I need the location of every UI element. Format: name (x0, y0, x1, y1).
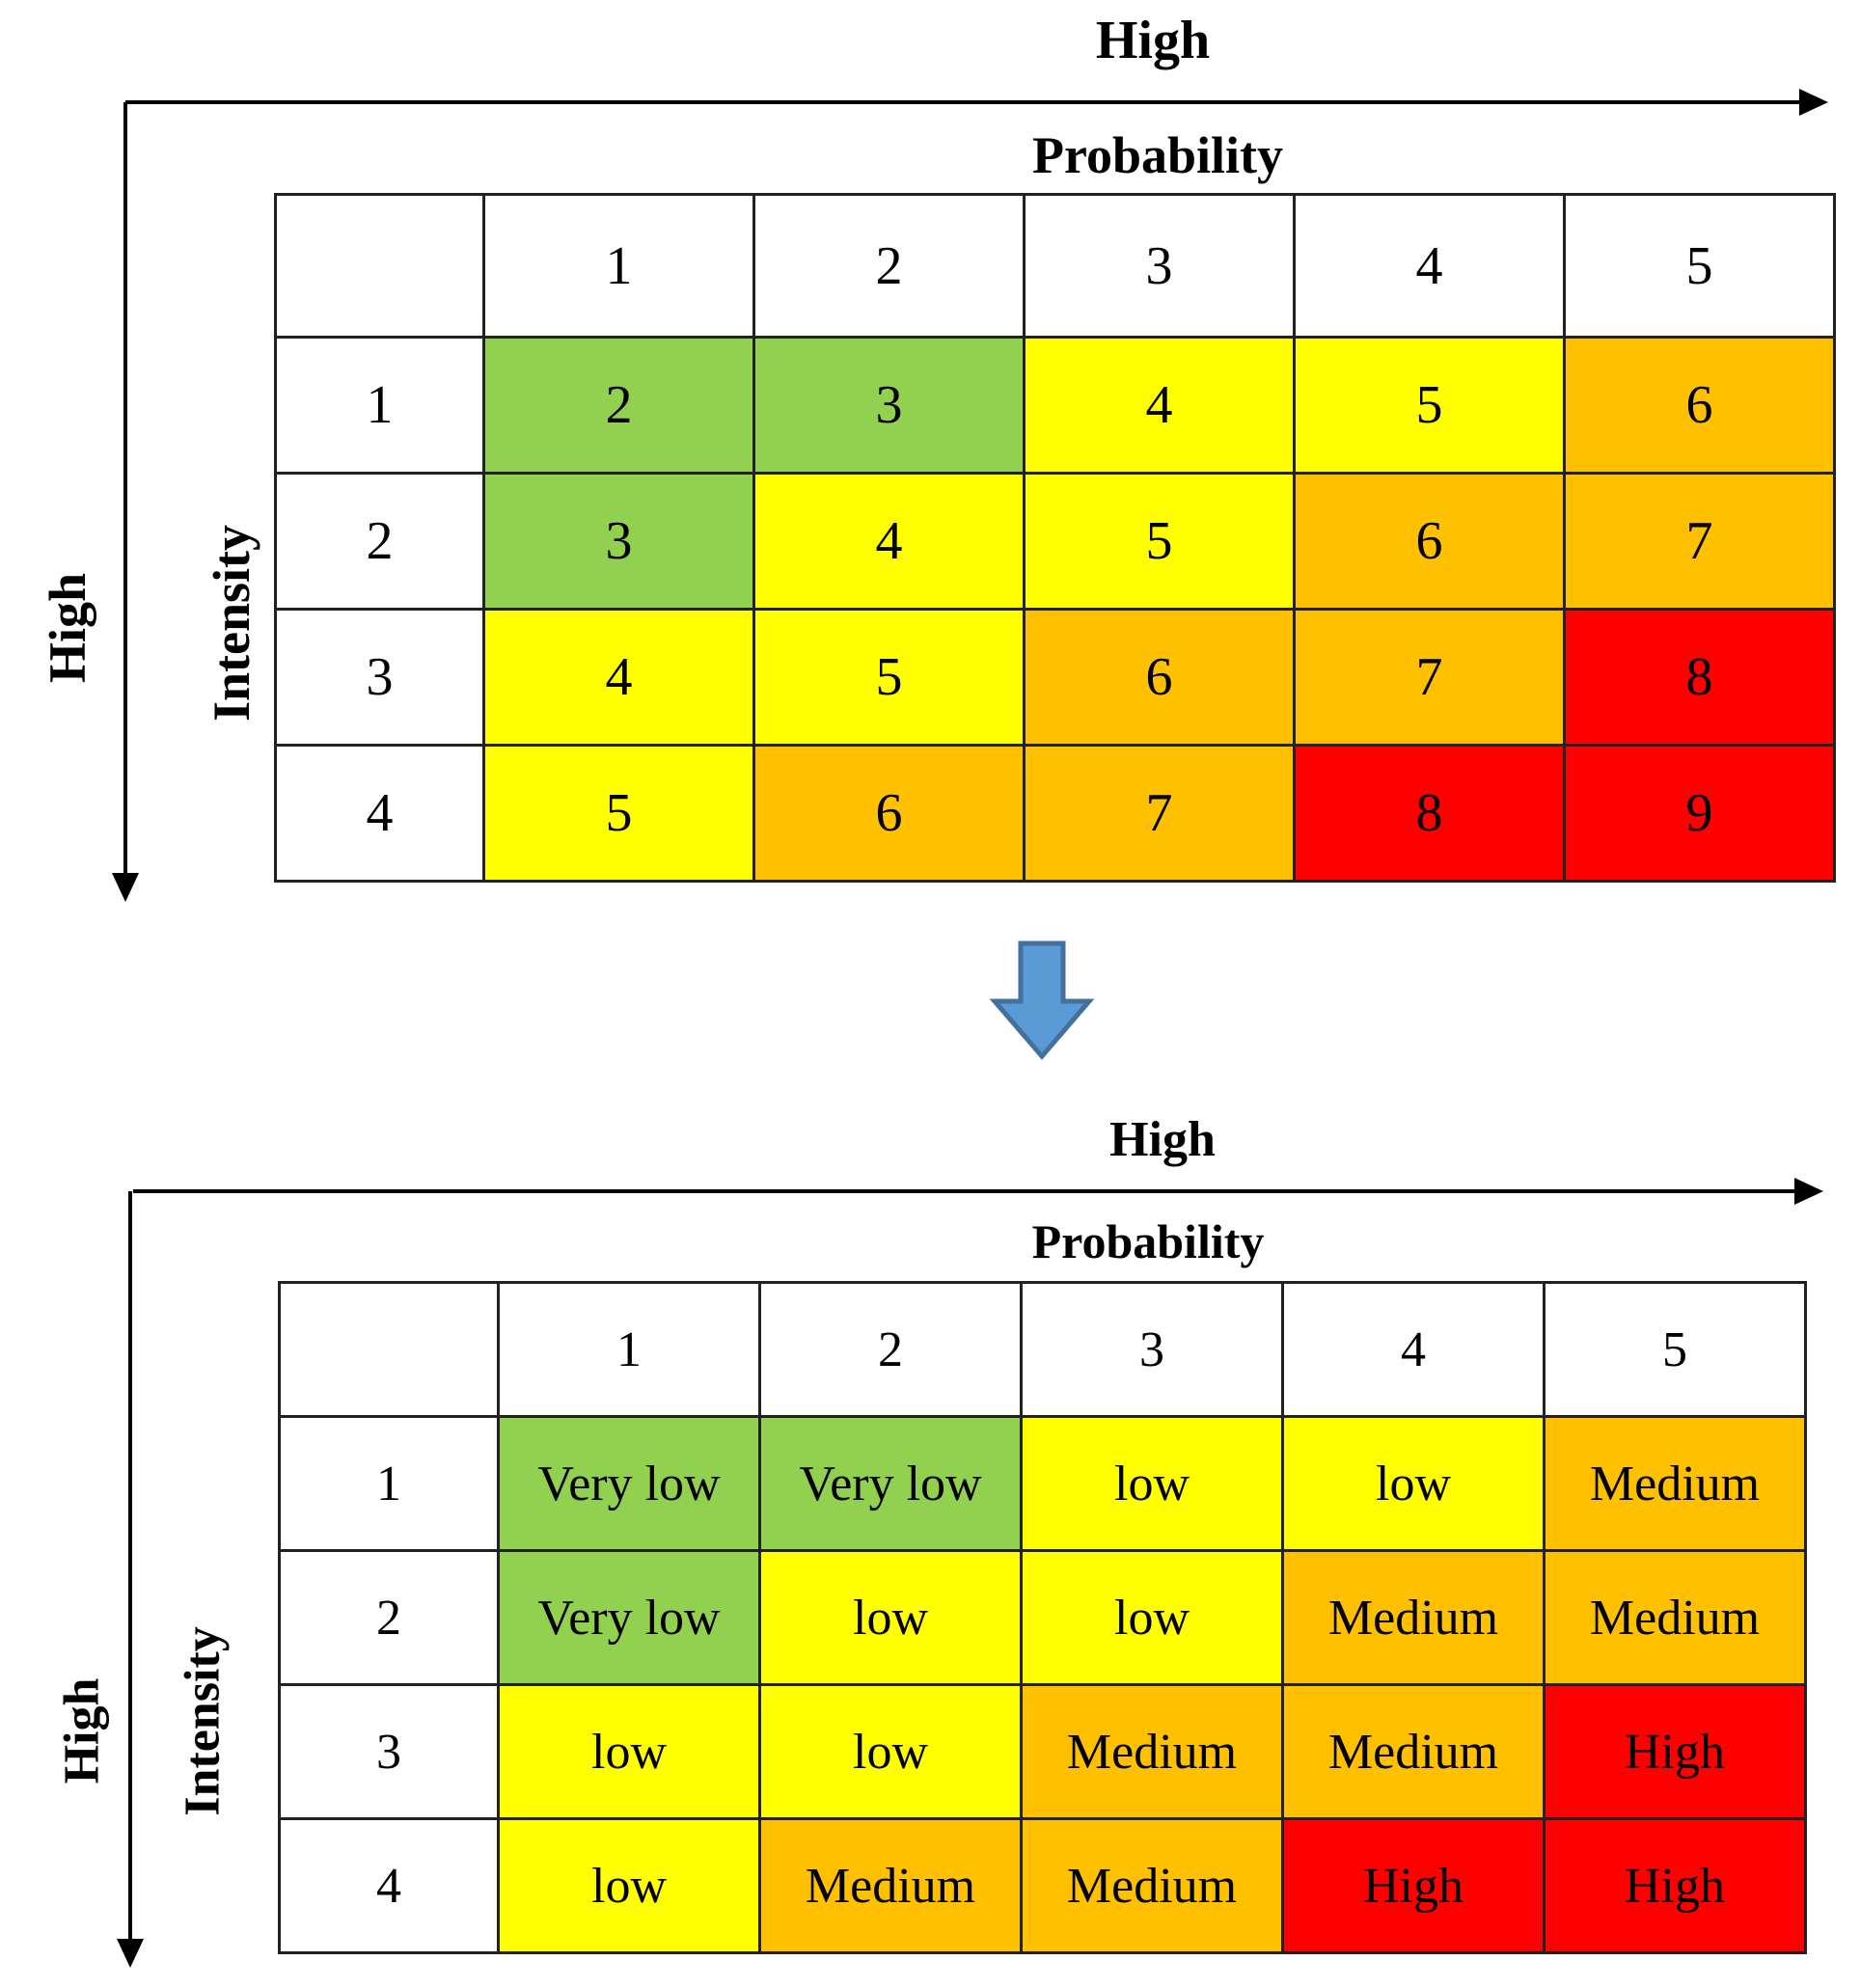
level-cell: Very low (497, 1415, 761, 1552)
level-cell: High (1543, 1683, 1807, 1820)
table-row: 4 5 6 7 8 9 (274, 744, 1836, 883)
x-axis-title: Probability (1031, 126, 1284, 184)
y-axis-high-label: High (54, 1677, 110, 1784)
y-axis-arrowhead-icon (117, 1939, 144, 1968)
x-axis-arrowhead-icon (1799, 89, 1828, 116)
score-cell: 3 (752, 336, 1026, 475)
x-axis-high-label: High (1109, 1112, 1216, 1167)
level-cell: Medium (1543, 1415, 1807, 1552)
level-cell: Medium (1543, 1549, 1807, 1686)
y-axis-arrowhead-icon (112, 873, 139, 902)
score-cell: 8 (1293, 744, 1566, 883)
level-cell: Very low (497, 1549, 761, 1686)
level-cell: High (1543, 1817, 1807, 1954)
column-header: 3 (1023, 193, 1296, 339)
score-cell: 4 (752, 472, 1026, 611)
table-row: 2 Very low low low Medium Medium (278, 1549, 1807, 1686)
corner-cell (274, 193, 485, 339)
column-header: 1 (482, 193, 755, 339)
column-header: 4 (1281, 1281, 1545, 1418)
level-cell: low (1020, 1415, 1284, 1552)
level-cell: low (1281, 1415, 1545, 1552)
row-header: 3 (278, 1683, 500, 1820)
level-cell: low (497, 1817, 761, 1954)
level-cell: High (1281, 1817, 1545, 1954)
score-matrix-panel: High Probability High Intensity 1 2 3 4 … (0, 0, 1860, 926)
level-cell: low (497, 1683, 761, 1820)
row-header: 2 (274, 472, 485, 611)
level-cell: Medium (1020, 1683, 1284, 1820)
score-cell: 4 (482, 608, 755, 747)
score-cell: 5 (752, 608, 1026, 747)
row-header: 3 (274, 608, 485, 747)
row-header: 2 (278, 1549, 500, 1686)
level-cell: Medium (1281, 1549, 1545, 1686)
level-cell: Very low (758, 1415, 1023, 1552)
axes-bottom (117, 1178, 1823, 1968)
column-header: 2 (752, 193, 1026, 339)
level-cell: Medium (1020, 1817, 1284, 1954)
row-header: 4 (278, 1817, 500, 1954)
table-row: 1 Very low Very low low low Medium (278, 1415, 1807, 1552)
column-header: 2 (758, 1281, 1023, 1418)
score-cell: 5 (1293, 336, 1566, 475)
table-row: 4 low Medium Medium High High (278, 1817, 1807, 1954)
level-matrix-panel: High Probability High Intensity 1 2 3 4 … (0, 1100, 1860, 1988)
y-axis-title: Intensity (203, 524, 260, 722)
score-matrix-table: 1 2 3 4 5 1 2 3 4 5 6 2 3 4 5 6 7 3 4 5 … (274, 193, 1836, 883)
level-cell: low (758, 1683, 1023, 1820)
column-header: 1 (497, 1281, 761, 1418)
column-header: 5 (1543, 1281, 1807, 1418)
score-cell: 3 (482, 472, 755, 611)
column-header: 4 (1293, 193, 1566, 339)
table-row: 2 3 4 5 6 7 (274, 472, 1836, 611)
score-cell: 6 (1293, 472, 1566, 611)
header-row: 1 2 3 4 5 (274, 193, 1836, 339)
row-header: 1 (278, 1415, 500, 1552)
row-header: 4 (274, 744, 485, 883)
table-row: 3 4 5 6 7 8 (274, 608, 1836, 747)
level-cell: Medium (1281, 1683, 1545, 1820)
score-cell: 6 (1563, 336, 1836, 475)
score-cell: 8 (1563, 608, 1836, 747)
x-axis-high-label: High (1095, 11, 1211, 70)
level-matrix-table: 1 2 3 4 5 1 Very low Very low low low Me… (278, 1281, 1807, 1954)
level-cell: low (1020, 1549, 1284, 1686)
axes-top (112, 89, 1828, 902)
score-cell: 7 (1563, 472, 1836, 611)
score-cell: 7 (1023, 744, 1296, 883)
table-row: 3 low low Medium Medium High (278, 1683, 1807, 1820)
row-header: 1 (274, 336, 485, 475)
down-arrow-icon (989, 940, 1095, 1060)
score-cell: 2 (482, 336, 755, 475)
y-axis-high-label: High (39, 572, 96, 684)
level-cell: Medium (758, 1817, 1023, 1954)
table-row: 1 2 3 4 5 6 (274, 336, 1836, 475)
score-cell: 5 (1023, 472, 1296, 611)
score-cell: 5 (482, 744, 755, 883)
column-header: 3 (1020, 1281, 1284, 1418)
score-cell: 6 (752, 744, 1026, 883)
column-header: 5 (1563, 193, 1836, 339)
corner-cell (278, 1281, 500, 1418)
x-axis-arrowhead-icon (1794, 1178, 1823, 1205)
x-axis-title: Probability (1031, 1214, 1265, 1268)
score-cell: 9 (1563, 744, 1836, 883)
score-cell: 4 (1023, 336, 1296, 475)
level-cell: low (758, 1549, 1023, 1686)
score-cell: 6 (1023, 608, 1296, 747)
header-row: 1 2 3 4 5 (278, 1281, 1807, 1418)
score-cell: 7 (1293, 608, 1566, 747)
y-axis-title: Intensity (175, 1626, 231, 1816)
